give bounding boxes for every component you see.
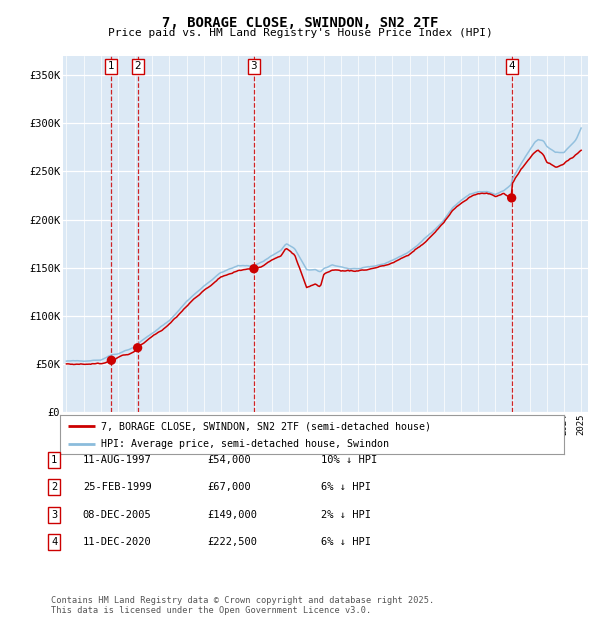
Text: HPI: Average price, semi-detached house, Swindon: HPI: Average price, semi-detached house,… — [101, 439, 389, 450]
Text: 3: 3 — [51, 510, 57, 520]
Text: 11-AUG-1997: 11-AUG-1997 — [83, 455, 152, 465]
Text: 6% ↓ HPI: 6% ↓ HPI — [321, 537, 371, 547]
Text: 11-DEC-2020: 11-DEC-2020 — [83, 537, 152, 547]
Text: Price paid vs. HM Land Registry's House Price Index (HPI): Price paid vs. HM Land Registry's House … — [107, 28, 493, 38]
Point — [107, 355, 116, 365]
Point — [507, 193, 517, 203]
Text: 08-DEC-2005: 08-DEC-2005 — [83, 510, 152, 520]
Text: 7, BORAGE CLOSE, SWINDON, SN2 2TF: 7, BORAGE CLOSE, SWINDON, SN2 2TF — [162, 16, 438, 30]
Point — [249, 264, 259, 273]
Text: 2% ↓ HPI: 2% ↓ HPI — [321, 510, 371, 520]
Text: £149,000: £149,000 — [207, 510, 257, 520]
Point — [133, 343, 142, 353]
Text: 6% ↓ HPI: 6% ↓ HPI — [321, 482, 371, 492]
Text: 7, BORAGE CLOSE, SWINDON, SN2 2TF (semi-detached house): 7, BORAGE CLOSE, SWINDON, SN2 2TF (semi-… — [101, 421, 431, 431]
Text: Contains HM Land Registry data © Crown copyright and database right 2025.
This d: Contains HM Land Registry data © Crown c… — [51, 596, 434, 615]
Text: 1: 1 — [108, 61, 115, 71]
Text: 10% ↓ HPI: 10% ↓ HPI — [321, 455, 377, 465]
Text: £222,500: £222,500 — [207, 537, 257, 547]
Text: 25-FEB-1999: 25-FEB-1999 — [83, 482, 152, 492]
Text: 1: 1 — [51, 455, 57, 465]
Text: 4: 4 — [51, 537, 57, 547]
Text: 2: 2 — [51, 482, 57, 492]
Text: 3: 3 — [251, 61, 257, 71]
Text: 4: 4 — [508, 61, 515, 71]
Text: £67,000: £67,000 — [207, 482, 251, 492]
Text: £54,000: £54,000 — [207, 455, 251, 465]
Text: 2: 2 — [134, 61, 141, 71]
